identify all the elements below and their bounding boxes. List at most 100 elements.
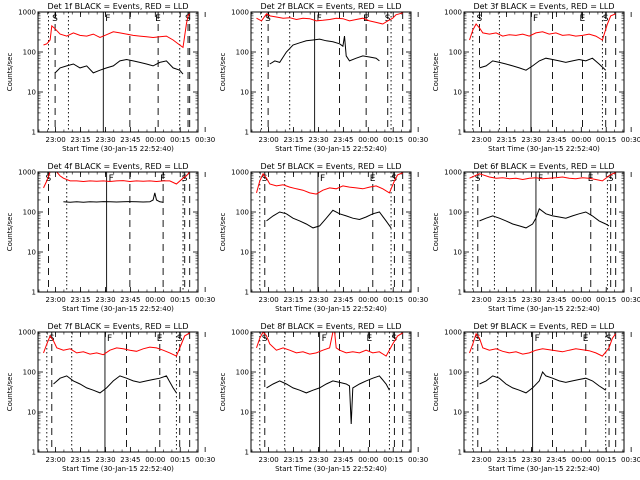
y-tick-label: 100	[23, 369, 36, 377]
x-tick-label: 23:45	[546, 136, 566, 144]
series-line-red-lld	[256, 12, 403, 25]
x-tick-label: 23:15	[496, 296, 516, 304]
series-line-black-events	[479, 371, 606, 394]
x-tick-label: 00:30	[408, 296, 428, 304]
panel-title: Det 8f BLACK = Events, RED = LLD	[260, 322, 401, 331]
y-axis-label: Counts/sec	[219, 373, 227, 412]
x-tick-label: 00:15	[170, 296, 190, 304]
plot-frame	[37, 331, 199, 453]
y-tick-label: 1	[245, 449, 249, 457]
panel-det-5: Det 5f BLACK = Events, RED = LLD Counts/s…	[219, 162, 428, 313]
x-tick-label: 00:15	[383, 456, 403, 464]
x-tick-label: 23:30	[308, 296, 328, 304]
x-tick-label: 00:30	[195, 456, 215, 464]
plot-frame	[463, 331, 625, 453]
x-tick-label: 00:15	[596, 456, 616, 464]
y-axis-label: Counts/sec	[432, 213, 440, 252]
y-tick-label: 100	[23, 209, 36, 217]
marker-label-s: S	[608, 174, 614, 184]
y-tick-label: 100	[236, 49, 249, 57]
series-line-red-lld	[469, 332, 617, 357]
marker-label-s: S	[476, 14, 482, 24]
y-tick-label: 10	[240, 89, 249, 97]
x-tick-label: 23:15	[496, 456, 516, 464]
series-line-black-events	[479, 207, 610, 229]
series-line-black-events	[53, 375, 177, 394]
x-tick-label: 23:15	[70, 456, 90, 464]
series-line-black-events	[266, 209, 392, 229]
y-axis-label: Counts/sec	[6, 213, 14, 252]
panel-title: Det 3f BLACK = Events, RED = LLD	[473, 2, 614, 11]
y-tick-label: 1	[245, 289, 249, 297]
marker-label-s: S	[177, 334, 183, 344]
x-tick-label: 23:00	[472, 296, 492, 304]
x-tick-label: 00:00	[145, 136, 165, 144]
x-axis-label: Start Time (30-Jan-15 22:52:40)	[275, 145, 387, 153]
x-tick-label: 23:30	[95, 456, 115, 464]
y-tick-label: 1000	[231, 169, 249, 177]
y-tick-label: 1000	[444, 169, 462, 177]
x-tick-label: 00:00	[358, 296, 378, 304]
x-tick-label: 00:30	[621, 136, 640, 144]
marker-label-s: S	[52, 14, 58, 24]
y-tick-label: 1	[32, 289, 36, 297]
x-tick-label: 23:15	[283, 136, 303, 144]
x-tick-label: 00:30	[195, 136, 215, 144]
marker-label-s: S	[385, 14, 391, 24]
x-tick-label: 23:00	[46, 136, 66, 144]
marker-label-s: S	[391, 334, 397, 344]
marker-label-e: E	[160, 174, 166, 184]
marker-label-f: F	[538, 174, 543, 184]
y-tick-label: 1	[32, 449, 36, 457]
panel-det-8: Det 8f BLACK = Events, RED = LLD Counts/s…	[219, 322, 428, 473]
panel-det-1: Det 1f BLACK = Events, RED = LLD Counts/s…	[6, 2, 215, 153]
panel-det-4: Det 4f BLACK = Events, RED = LLD Counts/s…	[6, 162, 215, 313]
x-tick-label: 00:15	[596, 136, 616, 144]
series-line-red-lld	[469, 172, 616, 182]
y-tick-label: 10	[453, 249, 462, 257]
x-axis-label: Start Time (30-Jan-15 22:52:40)	[488, 305, 600, 313]
x-tick-label: 23:00	[472, 136, 492, 144]
x-tick-label: 23:00	[259, 456, 279, 464]
marker-label-e: E	[579, 14, 585, 24]
x-tick-label: 00:30	[408, 136, 428, 144]
y-tick-label: 1	[458, 449, 462, 457]
x-tick-label: 23:00	[472, 456, 492, 464]
x-tick-label: 00:15	[170, 136, 190, 144]
y-tick-label: 1000	[18, 9, 36, 17]
panel-title: Det 7f BLACK = Events, RED = LLD	[47, 322, 188, 331]
series-line-red-lld	[256, 172, 403, 195]
x-tick-label: 00:00	[358, 136, 378, 144]
y-axis-label: Counts/sec	[219, 213, 227, 252]
plot-frame	[37, 171, 199, 293]
y-tick-label: 10	[27, 249, 36, 257]
x-tick-label: 23:00	[46, 456, 66, 464]
y-tick-label: 100	[449, 369, 462, 377]
x-tick-label: 23:45	[120, 136, 140, 144]
x-axis-label: Start Time (30-Jan-15 22:52:40)	[62, 465, 174, 473]
x-tick-label: 23:30	[521, 136, 541, 144]
y-tick-label: 10	[240, 409, 249, 417]
marker-label-s: S	[45, 174, 51, 184]
panel-det-7: Det 7f BLACK = Events, RED = LLD Counts/s…	[6, 322, 215, 473]
panel-title: Det 6f BLACK = Events, RED = LLD	[473, 162, 614, 171]
marker-label-f: F	[107, 334, 112, 344]
x-axis-label: Start Time (30-Jan-15 22:52:40)	[275, 465, 387, 473]
y-tick-label: 1000	[231, 9, 249, 17]
marker-label-s: S	[182, 174, 188, 184]
y-tick-label: 100	[449, 209, 462, 217]
marker-label-f: F	[105, 14, 110, 24]
plot-frame	[250, 11, 412, 133]
marker-label-s: S	[265, 14, 271, 24]
marker-label-e: E	[370, 174, 376, 184]
marker-label-f: F	[317, 14, 322, 24]
x-tick-label: 00:00	[145, 456, 165, 464]
y-tick-label: 1	[458, 129, 462, 137]
series-line-red-lld	[256, 331, 403, 357]
series-line-black-events	[269, 36, 380, 65]
series-line-red-lld	[43, 171, 191, 189]
x-axis-label: Start Time (30-Jan-15 22:52:40)	[62, 145, 174, 153]
plot-frame	[250, 331, 412, 453]
x-tick-label: 23:15	[283, 456, 303, 464]
